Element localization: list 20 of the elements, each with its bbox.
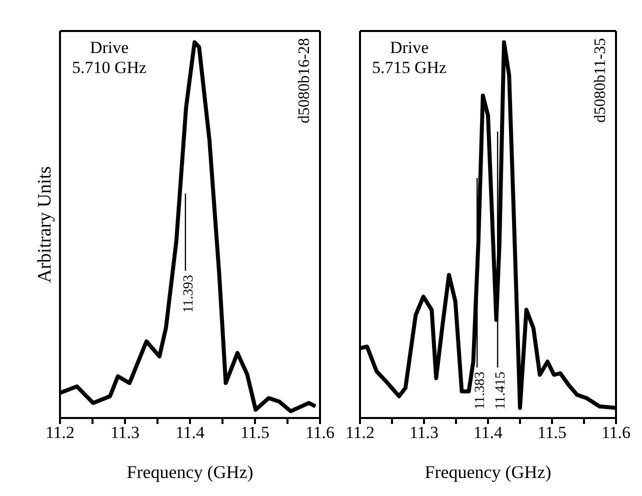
- x-tick-label: 11.2: [45, 423, 75, 442]
- x-tick-label: 11.5: [537, 423, 567, 442]
- annotation: d5080b11-35: [592, 38, 610, 123]
- x-axis-title: Frequency (GHz): [126, 462, 254, 482]
- ref-line-label: 11.383: [473, 372, 488, 410]
- annotation: Drive 5.710 GHz: [72, 38, 147, 78]
- x-axis-title: Frequency (GHz): [424, 462, 552, 482]
- ref-line-label: 11.415: [494, 372, 509, 410]
- annotation: Drive 5.715 GHz: [372, 38, 447, 78]
- x-tick-label: 11.4: [175, 423, 206, 442]
- y-axis-title: Arbitrary Units: [34, 166, 56, 283]
- annotation: d5080b16-28: [296, 38, 314, 124]
- x-tick-label: 11.5: [240, 423, 270, 442]
- x-tick-label: 11.6: [305, 423, 335, 442]
- ref-line-label: 11.393: [181, 274, 196, 313]
- x-tick-label: 11.4: [473, 423, 504, 442]
- x-tick-label: 11.2: [345, 423, 375, 442]
- x-tick-label: 11.6: [601, 423, 631, 442]
- x-tick-label: 11.3: [409, 423, 439, 442]
- x-tick-label: 11.3: [110, 423, 140, 442]
